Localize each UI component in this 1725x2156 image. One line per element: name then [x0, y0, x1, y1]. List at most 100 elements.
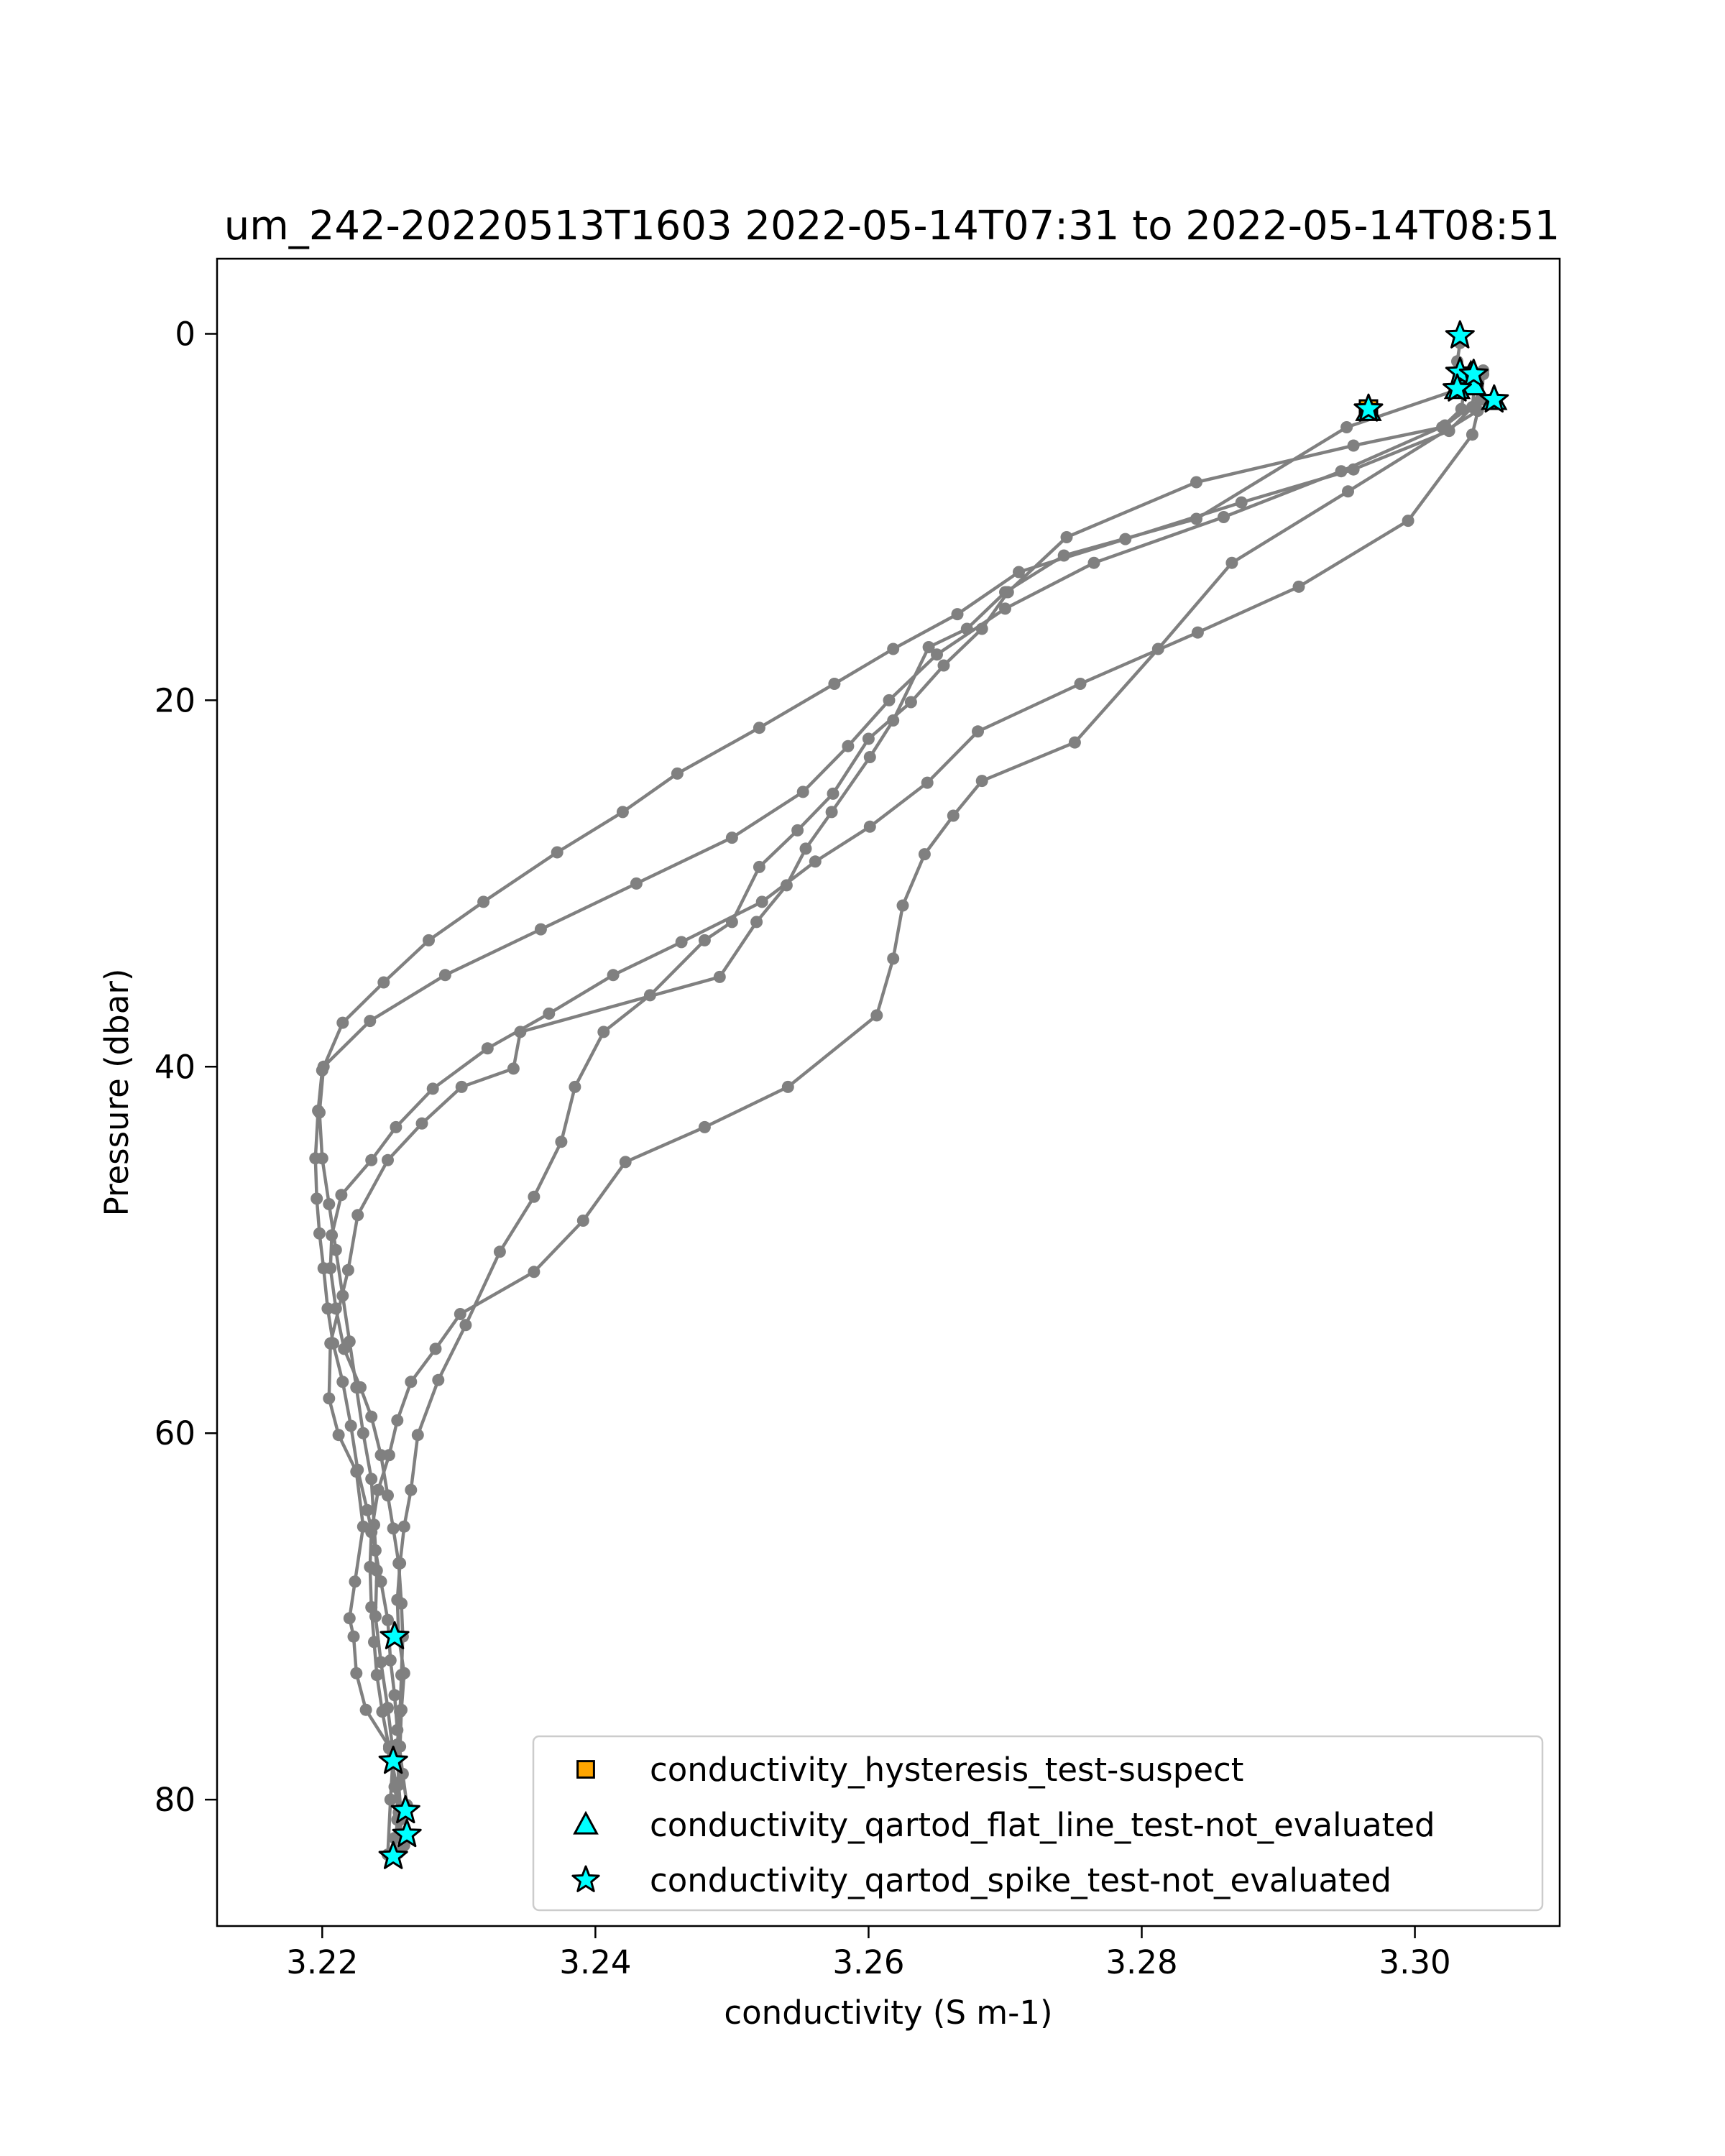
data-point [369, 1610, 382, 1623]
data-point [1402, 515, 1414, 528]
data-point [388, 1689, 401, 1702]
data-point [780, 879, 793, 892]
data-point [1466, 401, 1478, 413]
data-point [394, 1705, 407, 1718]
data-point [960, 622, 973, 635]
data-point [1060, 531, 1073, 543]
data-point [432, 1373, 445, 1386]
data-point [343, 1612, 356, 1625]
data-point [1455, 402, 1468, 415]
data-point [725, 916, 738, 929]
data-point [1218, 511, 1230, 523]
data-point [377, 976, 390, 989]
data-point [799, 842, 812, 855]
data-point [947, 809, 960, 822]
data-point [365, 1473, 378, 1485]
data-point [863, 751, 876, 763]
star-flag-marker [1445, 320, 1475, 349]
data-point [382, 1489, 394, 1502]
data-point [1335, 465, 1348, 478]
profile-line [327, 342, 1462, 1839]
data-point [1292, 580, 1305, 593]
data-point [370, 1669, 383, 1682]
data-point [374, 1575, 387, 1588]
data-point [374, 1449, 387, 1462]
chart-title: um_242-20220513T1603 2022-05-14T07:31 to… [224, 203, 1560, 249]
data-point [309, 1152, 322, 1165]
data-point [329, 1243, 342, 1256]
data-point [1347, 463, 1360, 476]
data-point [365, 1600, 378, 1613]
data-point [351, 1209, 364, 1222]
data-point [975, 622, 988, 635]
data-point [972, 725, 984, 738]
data-point [411, 1429, 424, 1442]
data-point [921, 776, 934, 789]
data-point [555, 1135, 568, 1148]
y-tick-label: 40 [155, 1048, 196, 1086]
data-point [781, 1080, 794, 1093]
data-point [316, 1064, 328, 1077]
data-point [349, 1575, 362, 1588]
star-flag-marker [392, 1819, 422, 1848]
data-point [415, 1117, 428, 1130]
data-point [359, 1703, 372, 1716]
data-point [481, 1042, 494, 1055]
data-point [477, 895, 490, 908]
data-point [368, 1636, 380, 1649]
data-point [395, 1669, 408, 1682]
data-point [534, 923, 547, 936]
data-point [514, 1026, 527, 1038]
flag-markers [378, 320, 1509, 1869]
data-point [1190, 476, 1202, 489]
data-point [392, 1557, 405, 1570]
data-point [607, 969, 620, 982]
data-point [643, 989, 656, 1002]
data-point [310, 1192, 323, 1205]
data-point [597, 1026, 610, 1038]
data-point [361, 1503, 374, 1516]
star-flag-marker [1479, 384, 1509, 413]
data-point [937, 659, 950, 672]
data-point [455, 1080, 468, 1093]
data-point [390, 1120, 402, 1133]
data-point [887, 714, 900, 727]
data-point [397, 1520, 410, 1533]
x-axis-label: conductivity (S m-1) [724, 1994, 1052, 2032]
data-point [369, 1544, 382, 1557]
data-point [382, 1613, 394, 1626]
data-point [313, 1227, 326, 1240]
legend-triangle-marker [573, 1810, 599, 1835]
data-point [323, 1392, 336, 1405]
data-point [336, 1289, 349, 1302]
data-point [999, 602, 1011, 615]
y-axis: 0 20 40 60 80 [155, 315, 217, 1819]
data-point [327, 1337, 339, 1350]
data-point [312, 1105, 325, 1117]
data-point [395, 1597, 408, 1610]
data-point [528, 1266, 540, 1279]
data-point [842, 740, 855, 752]
y-tick-label: 60 [155, 1414, 196, 1452]
data-point [725, 831, 738, 844]
data-point [326, 1229, 339, 1242]
data-point [887, 952, 900, 965]
data-point [364, 1015, 377, 1028]
data-point [438, 969, 451, 982]
data-point [454, 1308, 466, 1320]
data-point [569, 1080, 581, 1093]
data-point [827, 787, 840, 800]
data-point [336, 1016, 349, 1029]
star-flag-marker [380, 1621, 410, 1649]
data-point [384, 1654, 397, 1667]
data-point [1068, 736, 1081, 749]
data-point [372, 1483, 385, 1496]
data-point [392, 1779, 405, 1792]
profile-line [368, 384, 1480, 1857]
data-point [317, 1262, 330, 1275]
data-point [870, 1009, 883, 1022]
data-point [796, 786, 809, 798]
y-tick-label: 80 [155, 1781, 196, 1819]
data-point [809, 855, 822, 868]
